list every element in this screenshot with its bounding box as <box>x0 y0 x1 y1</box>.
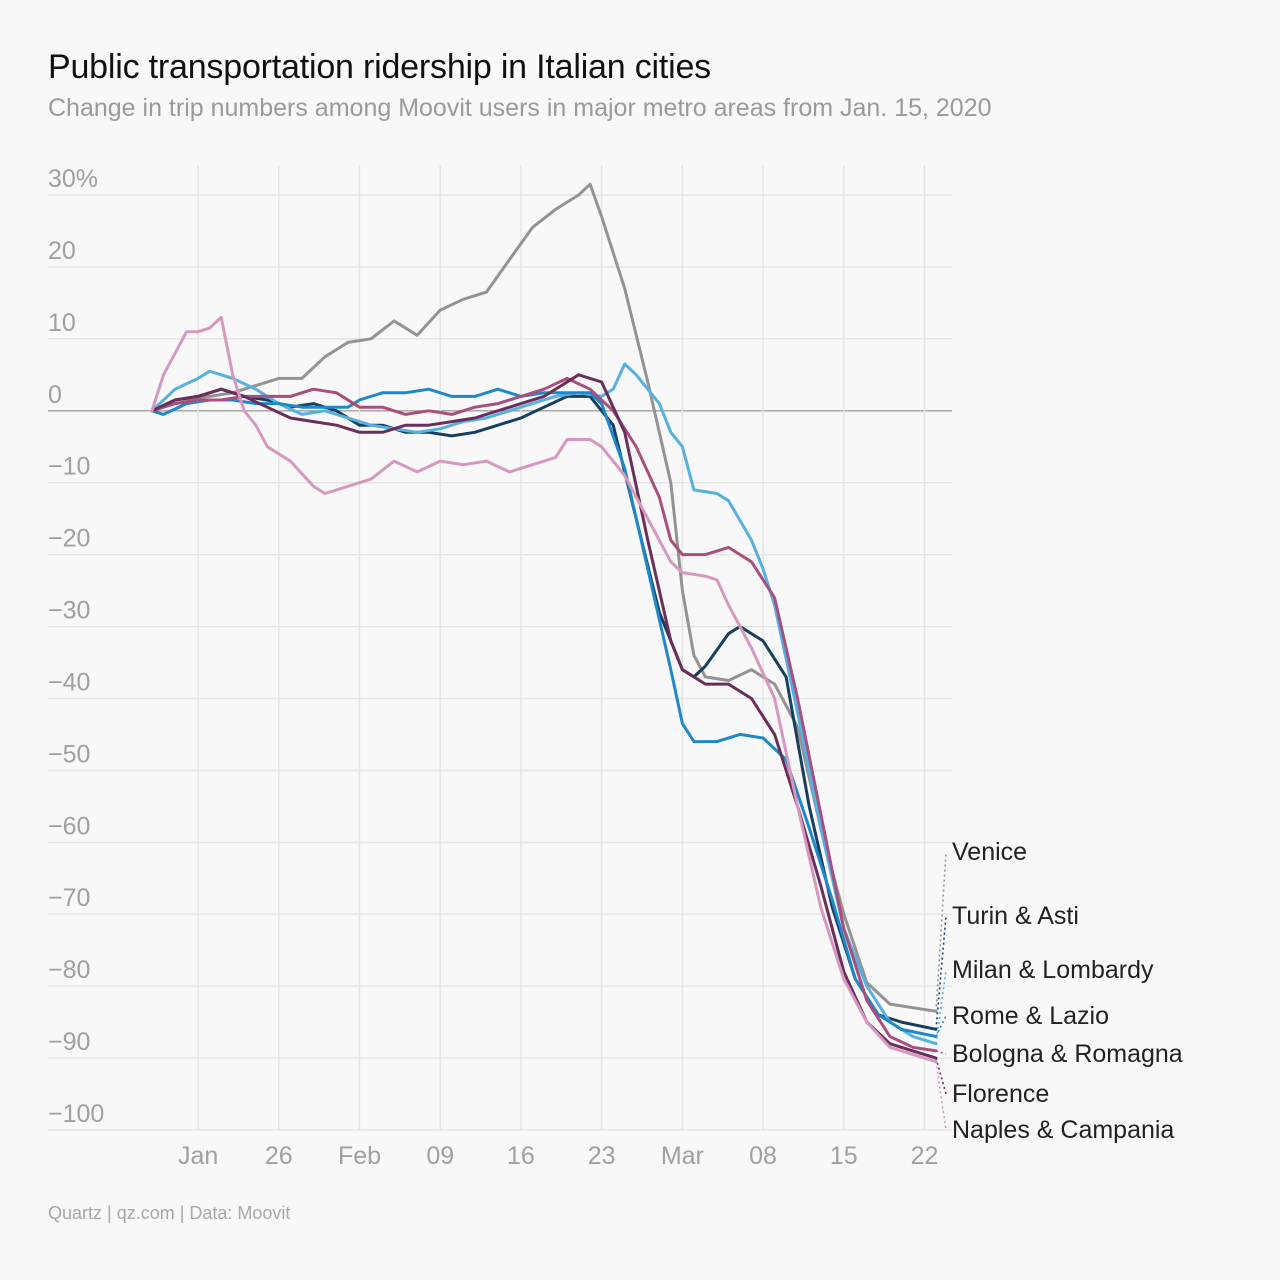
label-leader-rome-and-lazio <box>935 1015 947 1037</box>
chart-subtitle: Change in trip numbers among Moovit user… <box>48 94 992 122</box>
series-line-turin-and-asti <box>150 387 938 1031</box>
x-tick-label: 26 <box>265 1142 293 1170</box>
y-tick-label: 20 <box>48 237 76 265</box>
x-axis: Jan 26 Feb 09 16 23 Mar 08 15 22 <box>178 1142 938 1170</box>
series-label-turin-and-asti: Turin & Asti <box>952 902 1079 930</box>
y-tick-label: −50 <box>48 740 90 768</box>
label-leader-bologna-and-romagna <box>935 1050 947 1055</box>
x-tick-label: 22 <box>911 1142 939 1170</box>
label-leader-turin-and-asti <box>935 915 947 1030</box>
series-line-milan-and-lombardy <box>150 362 938 1046</box>
y-tick-label: −60 <box>48 812 90 840</box>
series-label-rome-and-lazio: Rome & Lazio <box>952 1002 1109 1030</box>
y-tick-label: 0 <box>48 381 62 409</box>
label-leader-florence <box>935 1057 947 1095</box>
x-tick-label: Mar <box>661 1142 704 1170</box>
x-tick-label: 15 <box>830 1142 858 1170</box>
y-tick-label: 30% <box>48 165 98 193</box>
y-tick-label: −10 <box>48 453 90 481</box>
y-tick-label: −40 <box>48 668 90 696</box>
y-tick-label: −70 <box>48 884 90 912</box>
series-label-venice: Venice <box>952 838 1027 866</box>
series-label-milan-and-lombardy: Milan & Lombardy <box>952 956 1154 984</box>
label-leader-milan-and-lombardy <box>935 969 947 1044</box>
y-tick-label: −30 <box>48 597 90 625</box>
y-tick-label: −90 <box>48 1028 90 1056</box>
label-leader-venice <box>935 851 947 1012</box>
series-label-florence: Florence <box>952 1080 1049 1108</box>
series-line-naples-and-campania <box>150 315 938 1064</box>
x-tick-label: 23 <box>588 1142 616 1170</box>
series-line-bologna-and-romagna <box>150 376 938 1053</box>
y-tick-label: 10 <box>48 309 76 337</box>
series-label-naples-and-campania: Naples & Campania <box>952 1116 1174 1144</box>
x-tick-label: Jan <box>178 1142 218 1170</box>
series-line-rome-and-lazio <box>150 387 938 1038</box>
x-tick-label: 08 <box>749 1142 777 1170</box>
series-label-bologna-and-romagna: Bologna & Romagna <box>952 1040 1183 1068</box>
grid <box>48 165 952 1131</box>
source-credit: Quartz | qz.com | Data: Moovit <box>48 1203 291 1223</box>
x-tick-label: 09 <box>426 1142 454 1170</box>
y-tick-label: −20 <box>48 525 90 553</box>
x-tick-label: 16 <box>507 1142 535 1170</box>
series-line-venice <box>150 182 938 1013</box>
series-labels: Venice Turin & Asti Milan & Lombardy Rome &… <box>935 838 1183 1144</box>
y-tick-label: −100 <box>48 1100 104 1128</box>
chart-title: Public transportation ridership in Itali… <box>48 48 711 86</box>
x-tick-label: Feb <box>338 1142 381 1170</box>
label-leader-naples-and-campania <box>935 1061 947 1131</box>
series-lines <box>150 182 938 1064</box>
y-axis: 30% 20 10 0 −10 −20 −30 −40 −50 −60 −70 −80 −90 −100 <box>48 165 104 1128</box>
y-tick-label: −80 <box>48 956 90 984</box>
series-line-florence <box>150 373 938 1060</box>
